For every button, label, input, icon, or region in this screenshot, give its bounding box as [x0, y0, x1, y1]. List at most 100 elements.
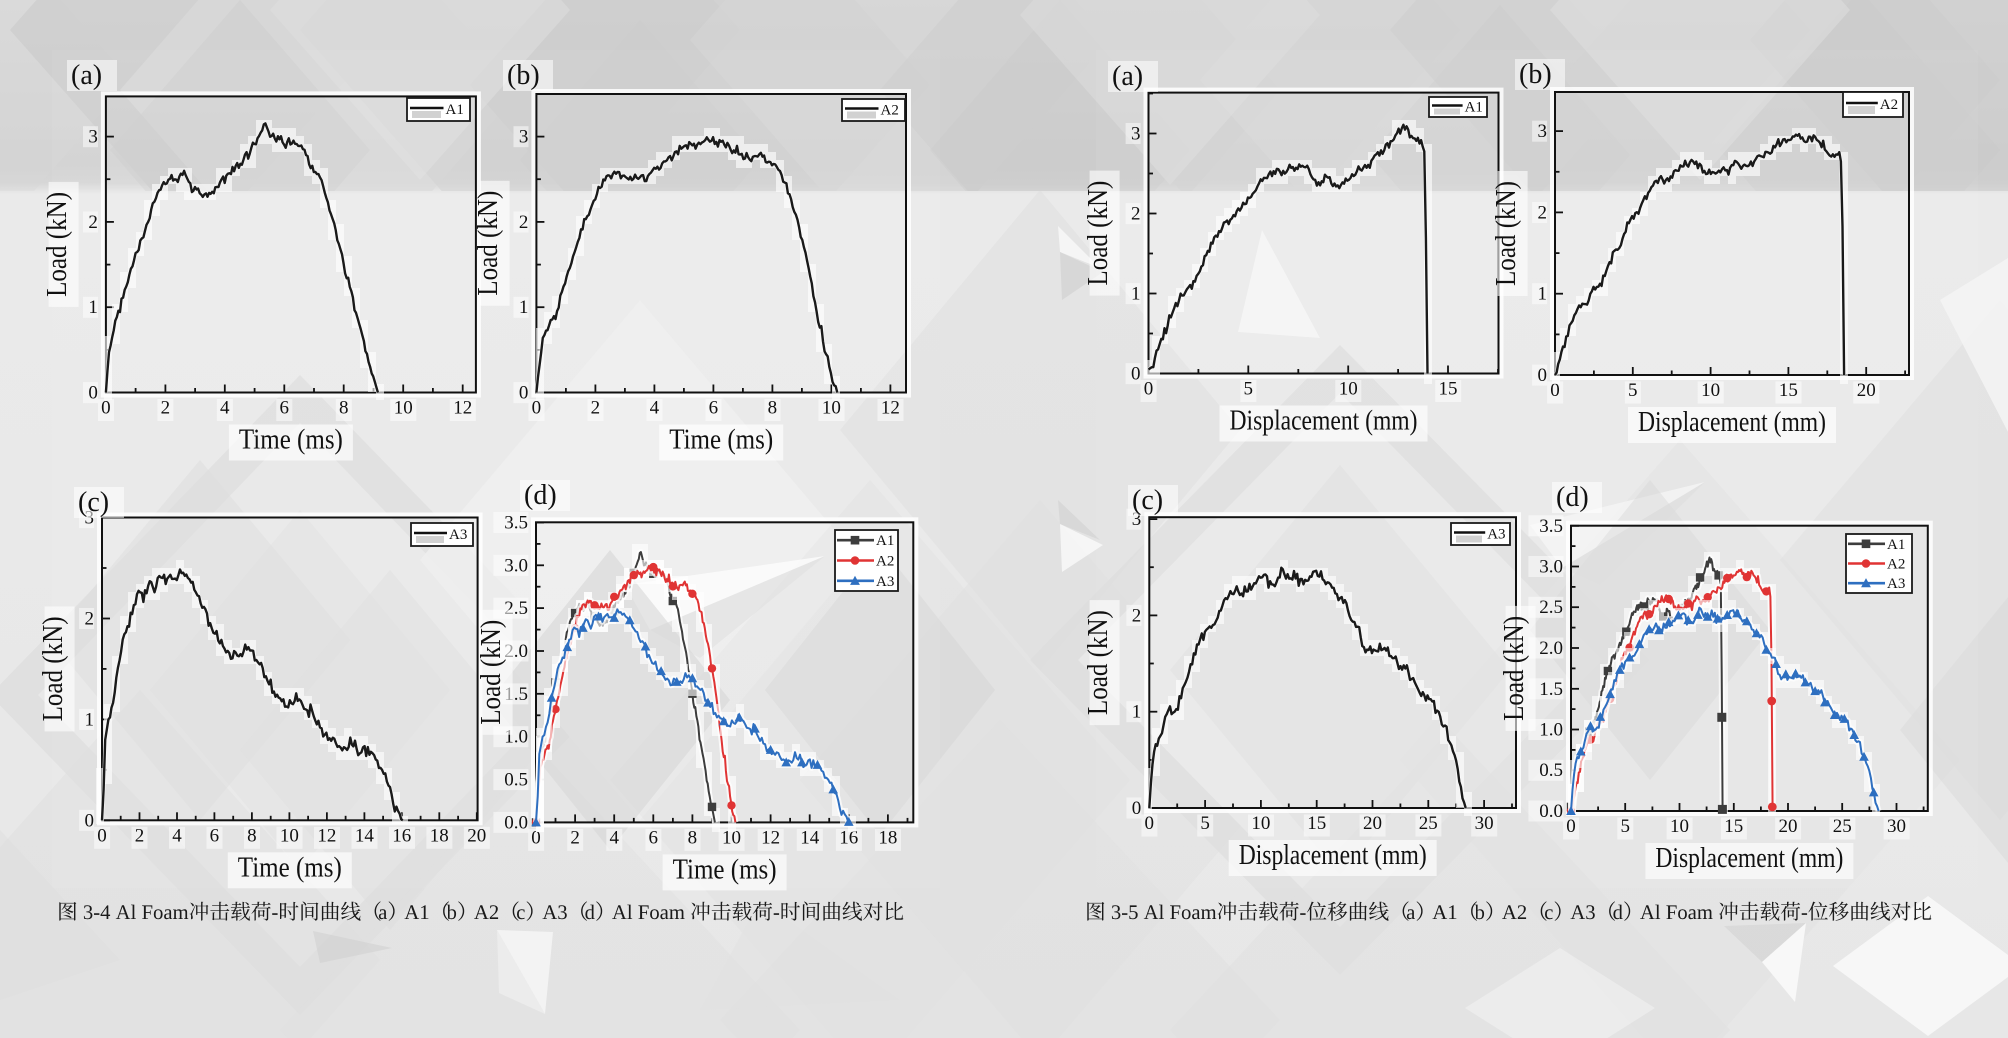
svg-text:25: 25: [1833, 816, 1852, 837]
svg-text:Load (kN): Load (kN): [1083, 181, 1114, 286]
svg-text:0: 0: [1550, 380, 1560, 401]
svg-text:3: 3: [1132, 509, 1142, 530]
svg-text:0: 0: [531, 827, 541, 848]
svg-text:2: 2: [570, 827, 580, 848]
svg-text:8: 8: [339, 398, 349, 419]
svg-text:4: 4: [220, 398, 230, 419]
svg-text:10: 10: [1339, 379, 1358, 400]
svg-text:A3: A3: [449, 527, 467, 543]
svg-text:18: 18: [878, 827, 897, 848]
svg-text:Displacement (mm): Displacement (mm): [1230, 406, 1418, 437]
svg-text:5: 5: [1620, 816, 1630, 837]
svg-text:Time (ms): Time (ms): [669, 425, 773, 456]
svg-text:3: 3: [85, 508, 95, 529]
svg-text:6: 6: [709, 398, 719, 419]
svg-text:2: 2: [1131, 204, 1141, 225]
svg-text:20: 20: [467, 825, 486, 846]
svg-text:10: 10: [1251, 813, 1270, 834]
svg-text:0: 0: [97, 825, 107, 846]
svg-text:5: 5: [1628, 380, 1638, 401]
svg-text:0.0: 0.0: [1539, 801, 1563, 822]
svg-text:1.5: 1.5: [1539, 679, 1563, 700]
svg-text:15: 15: [1439, 379, 1458, 400]
svg-text:0: 0: [101, 398, 111, 419]
svg-text:10: 10: [822, 398, 841, 419]
svg-text:5: 5: [1244, 379, 1254, 400]
svg-text:3.0: 3.0: [504, 555, 528, 576]
svg-text:2: 2: [161, 398, 171, 419]
svg-text:8: 8: [688, 827, 698, 848]
svg-text:1: 1: [1132, 702, 1142, 723]
svg-text:10: 10: [1701, 380, 1720, 401]
svg-text:0: 0: [1145, 813, 1155, 834]
svg-text:A1: A1: [1887, 537, 1905, 553]
svg-text:A1: A1: [446, 102, 464, 118]
svg-text:0: 0: [1144, 379, 1154, 400]
svg-text:A2: A2: [881, 103, 899, 119]
svg-text:3.0: 3.0: [1539, 557, 1563, 578]
svg-text:1.0: 1.0: [1539, 720, 1563, 741]
svg-text:14: 14: [800, 827, 820, 848]
svg-text:3.5: 3.5: [1539, 516, 1563, 537]
svg-text:1: 1: [1538, 284, 1548, 305]
svg-text:(b): (b): [507, 60, 540, 91]
svg-text:A1: A1: [1465, 100, 1483, 116]
svg-text:(d): (d): [1556, 482, 1589, 513]
svg-text:15: 15: [1307, 813, 1326, 834]
svg-text:12: 12: [761, 827, 780, 848]
svg-text:(a): (a): [71, 60, 102, 91]
svg-text:0: 0: [1566, 816, 1576, 837]
svg-text:2: 2: [1132, 605, 1142, 626]
svg-text:2: 2: [135, 825, 145, 846]
svg-text:0: 0: [1131, 364, 1141, 385]
svg-text:A3: A3: [1887, 576, 1905, 592]
svg-text:A2: A2: [1887, 557, 1905, 573]
svg-text:16: 16: [839, 827, 858, 848]
svg-text:12: 12: [453, 398, 472, 419]
svg-text:Load (kN): Load (kN): [38, 616, 69, 721]
svg-text:1: 1: [85, 709, 95, 730]
svg-text:3.5: 3.5: [504, 513, 528, 534]
svg-text:Load (kN): Load (kN): [476, 620, 507, 725]
svg-text:Time (ms): Time (ms): [238, 852, 342, 883]
svg-text:2: 2: [519, 212, 529, 233]
svg-text:Load (kN): Load (kN): [473, 191, 504, 296]
svg-text:16: 16: [392, 825, 411, 846]
svg-text:0: 0: [1132, 798, 1142, 819]
svg-text:18: 18: [430, 825, 449, 846]
svg-text:0.5: 0.5: [504, 770, 528, 791]
svg-text:15: 15: [1779, 380, 1798, 401]
svg-text:1: 1: [88, 297, 98, 318]
svg-text:3: 3: [1538, 121, 1548, 142]
svg-text:Load (kN): Load (kN): [1083, 610, 1114, 715]
svg-text:2.5: 2.5: [1539, 597, 1563, 618]
svg-text:0: 0: [1538, 365, 1548, 386]
svg-text:30: 30: [1475, 813, 1494, 834]
svg-text:8: 8: [247, 825, 257, 846]
svg-text:0.5: 0.5: [1539, 760, 1563, 781]
svg-text:2: 2: [1538, 202, 1548, 223]
svg-text:1: 1: [519, 297, 529, 318]
svg-text:10: 10: [722, 827, 741, 848]
svg-text:1: 1: [1131, 284, 1141, 305]
svg-text:4: 4: [650, 398, 660, 419]
svg-text:Displacement (mm): Displacement (mm): [1239, 840, 1427, 871]
svg-text:0: 0: [532, 398, 542, 419]
svg-text:Load (kN): Load (kN): [1491, 181, 1522, 286]
svg-text:25: 25: [1419, 813, 1438, 834]
svg-text:6: 6: [649, 827, 659, 848]
svg-text:10: 10: [394, 398, 413, 419]
svg-text:0: 0: [88, 383, 98, 404]
svg-text:2: 2: [85, 609, 95, 630]
svg-text:10: 10: [280, 825, 299, 846]
svg-text:10: 10: [1670, 816, 1689, 837]
svg-text:3: 3: [88, 127, 98, 148]
svg-text:A3: A3: [876, 574, 894, 590]
svg-text:Load (kN): Load (kN): [1499, 616, 1530, 721]
svg-text:3: 3: [1131, 124, 1141, 145]
svg-text:12: 12: [881, 398, 900, 419]
svg-text:0: 0: [519, 383, 529, 404]
svg-text:A1: A1: [876, 533, 894, 549]
svg-text:(b): (b): [1519, 59, 1552, 90]
svg-text:4: 4: [609, 827, 619, 848]
